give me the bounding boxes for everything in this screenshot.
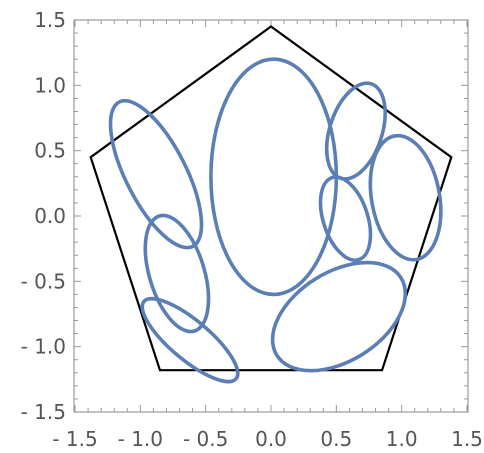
ellipse-1 (209, 57, 339, 297)
ellipse-3 (143, 213, 211, 334)
x-tick-label: - 1.5 (52, 427, 97, 451)
y-tick-label: - 1.0 (21, 335, 66, 359)
ellipse-6 (324, 81, 387, 181)
ellipse-7 (368, 133, 443, 262)
ellipse-4 (140, 296, 240, 384)
x-tick-label: 0.0 (255, 427, 287, 451)
y-tick-label: 1.5 (34, 8, 66, 32)
ellipses-group (108, 57, 443, 384)
y-tick-label: 0.5 (34, 139, 66, 163)
x-tick-label: 1.5 (451, 427, 483, 451)
x-tick-label: - 1.0 (118, 427, 163, 451)
y-tick-label: 1.0 (34, 73, 66, 97)
ellipse-5 (270, 260, 408, 373)
axis-ticks (74, 19, 468, 413)
pentagon-outline (89, 25, 453, 372)
plot-frame (73, 19, 469, 413)
x-tick-label: 1.0 (386, 427, 418, 451)
x-axis-tick-labels: - 1.5 - 1.0 - 0.5 0.0 0.5 1.0 1.5 (52, 427, 483, 451)
y-tick-label: - 0.5 (21, 269, 66, 293)
y-axis-tick-labels: 1.5 1.0 0.5 0.0 - 0.5 - 1.0 - 1.5 (21, 8, 66, 424)
ellipse-2 (108, 98, 204, 250)
y-tick-label: - 1.5 (21, 400, 66, 424)
x-tick-label: 0.5 (320, 427, 352, 451)
ellipse-8 (318, 175, 373, 262)
y-tick-label: 0.0 (34, 204, 66, 228)
x-tick-label: - 0.5 (183, 427, 228, 451)
